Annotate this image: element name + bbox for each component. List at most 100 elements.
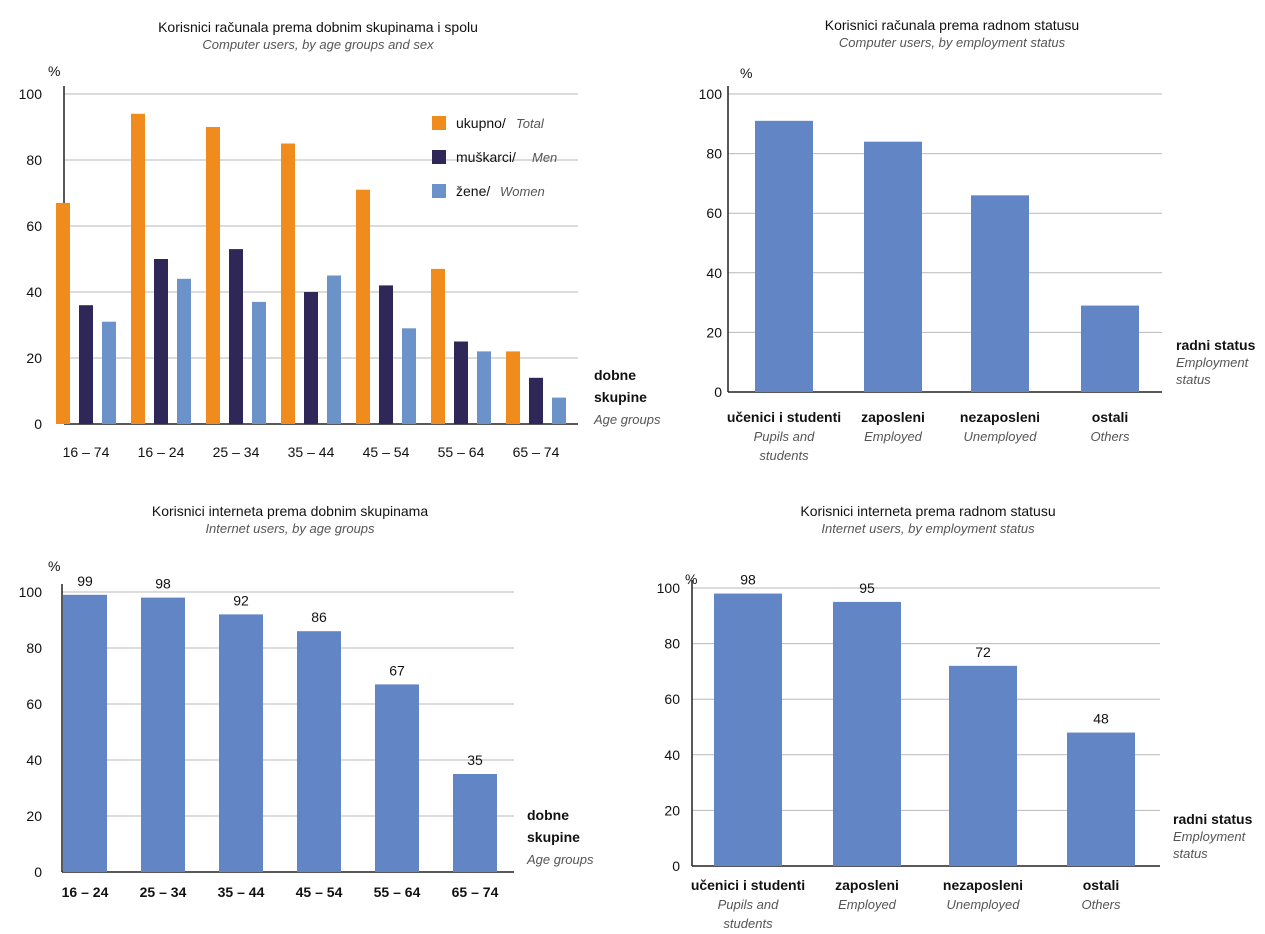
x-category-label-en: Unemployed [964, 429, 1038, 444]
x-category-label: 25 – 34 [213, 444, 260, 460]
bar-women [327, 275, 341, 424]
x-category-label: 45 – 54 [296, 884, 343, 900]
y-tick-label: 80 [706, 146, 722, 162]
x-category-label: 55 – 64 [438, 444, 485, 460]
x-category-label: 65 – 74 [452, 884, 499, 900]
y-tick-label: 20 [26, 350, 42, 366]
y-tick-label: 0 [34, 416, 42, 432]
data-label: 92 [233, 592, 249, 608]
chart-3: Korisnici interneta prema dobnim skupina… [19, 503, 594, 900]
x-category-label: 35 – 44 [218, 884, 265, 900]
x-category-label-en: Employed [864, 429, 923, 444]
legend-label-en: Women [500, 184, 545, 199]
y-tick-label: 100 [699, 86, 723, 102]
x-category-label: 25 – 34 [140, 884, 187, 900]
data-label: 48 [1093, 711, 1109, 727]
x-category-label: 16 – 24 [62, 884, 109, 900]
chart-title: Korisnici interneta prema dobnim skupina… [152, 503, 428, 519]
y-tick-label: 80 [26, 152, 42, 168]
x-category-label-en: students [723, 916, 773, 931]
bar-men [154, 259, 168, 424]
x-category-label: nezaposleni [943, 877, 1023, 893]
data-label: 35 [467, 752, 483, 768]
y-tick-label: 40 [26, 752, 42, 768]
y-tick-label: 40 [26, 284, 42, 300]
chart-subtitle: Internet users, by age groups [205, 521, 375, 536]
x-category-label: nezaposleni [960, 409, 1040, 425]
y-tick-label: 100 [19, 584, 43, 600]
bar-men [304, 292, 318, 424]
x-category-label-en: Others [1090, 429, 1130, 444]
bar-total [206, 127, 220, 424]
y-tick-label: 100 [657, 580, 681, 596]
y-tick-label: 100 [19, 86, 43, 102]
bar-men [229, 249, 243, 424]
bar [864, 141, 922, 392]
x-axis-title: skupine [527, 829, 580, 845]
bar [219, 614, 263, 872]
x-axis-title-en: Age groups [526, 852, 594, 867]
data-label: 98 [740, 572, 756, 588]
bar [949, 665, 1017, 866]
bar-men [79, 305, 93, 424]
x-axis-title: radni status [1173, 811, 1253, 827]
x-category-label: 16 – 74 [63, 444, 110, 460]
data-label: 95 [859, 580, 875, 596]
bar [833, 601, 901, 866]
bar [453, 774, 497, 872]
chart-subtitle: Computer users, by age groups and sex [202, 37, 434, 52]
bar-women [177, 278, 191, 424]
bar-women [402, 328, 416, 424]
bar-women [552, 397, 566, 424]
chart-title: Korisnici računala prema dobnim skupinam… [158, 19, 478, 35]
y-tick-label: 0 [714, 384, 722, 400]
legend-swatch [432, 184, 446, 198]
y-tick-label: 60 [26, 218, 42, 234]
x-category-label: zaposleni [835, 877, 899, 893]
y-tick-label: 60 [706, 205, 722, 221]
bar [755, 120, 813, 392]
chart-2: Korisnici računala prema radnom statusu C… [699, 17, 1256, 463]
x-category-label: ostali [1092, 409, 1129, 425]
data-label: 98 [155, 576, 171, 592]
legend-swatch [432, 116, 446, 130]
bar-men [379, 285, 393, 424]
y-tick-label: 20 [664, 802, 680, 818]
x-category-label-en: Employed [838, 897, 897, 912]
legend-label-en: Men [532, 150, 557, 165]
legend-label: žene/ [456, 183, 490, 199]
x-axis-title-en: status [1173, 846, 1208, 861]
bar-total [356, 189, 370, 424]
bar [971, 195, 1029, 392]
y-tick-label: 0 [672, 858, 680, 874]
y-tick-label: 40 [706, 265, 722, 281]
bar [1067, 732, 1135, 866]
x-category-label: 65 – 74 [513, 444, 560, 460]
bar-total [431, 268, 445, 424]
y-tick-label: 80 [26, 640, 42, 656]
bar [375, 684, 419, 872]
x-category-label: 35 – 44 [288, 444, 335, 460]
x-axis-title-en: Employment [1176, 355, 1250, 370]
x-axis-title-en: Age groups [593, 412, 661, 427]
bar-women [102, 321, 116, 424]
x-category-label: učenici i studenti [691, 877, 805, 893]
chart-4: Korisnici interneta prema radnom statusu… [657, 503, 1253, 931]
data-label: 86 [311, 609, 327, 625]
y-tick-label: 0 [34, 864, 42, 880]
bar-total [281, 143, 295, 424]
chart-subtitle: Internet users, by employment status [821, 521, 1035, 536]
bar [63, 594, 107, 872]
chart-subtitle: Computer users, by employment status [839, 35, 1066, 50]
x-category-label: učenici i studenti [727, 409, 841, 425]
y-tick-label: 40 [664, 747, 680, 763]
x-axis-title: skupine [594, 389, 647, 405]
bar [297, 631, 341, 872]
x-axis-title-en: status [1176, 372, 1211, 387]
bar-men [529, 377, 543, 424]
x-axis-title: radni status [1176, 337, 1256, 353]
x-category-label: 55 – 64 [374, 884, 421, 900]
x-axis-title: dobne [527, 807, 569, 823]
bar [141, 597, 185, 872]
bar [714, 593, 782, 866]
